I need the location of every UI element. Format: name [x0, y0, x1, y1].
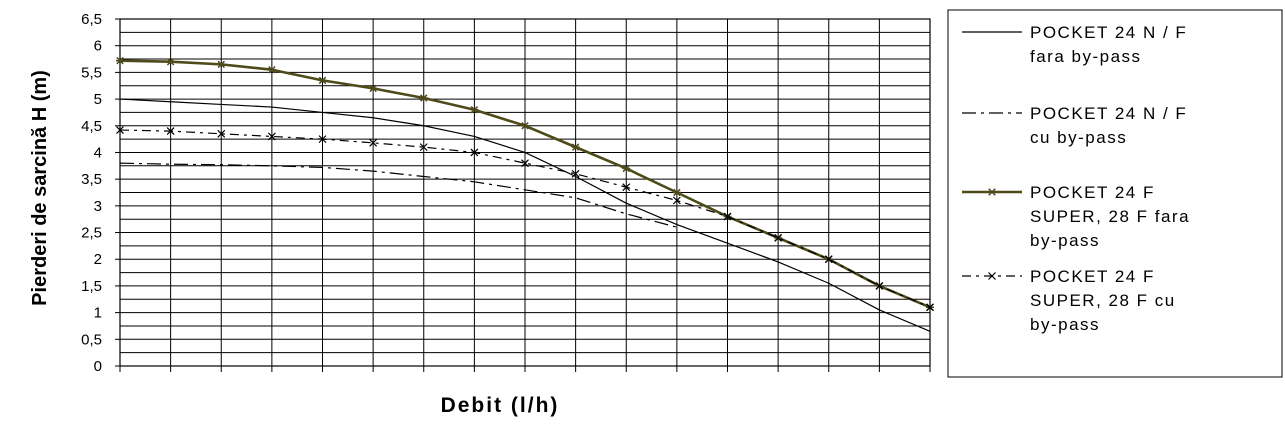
- data-point-marker: [470, 106, 479, 114]
- series-group: [116, 56, 934, 332]
- legend-box: [947, 9, 1283, 378]
- y-tick-label: 2: [94, 251, 102, 268]
- y-tick-label: 6,5: [81, 11, 102, 28]
- x-axis-label: Debit (l/h): [441, 394, 560, 417]
- data-point-marker: [318, 76, 327, 85]
- data-point-marker: [875, 281, 884, 290]
- grid: [119, 18, 931, 372]
- legend-label: SUPER, 28 F fara: [1030, 207, 1190, 226]
- data-point-marker: [116, 56, 124, 65]
- legend-label: POCKET 24 F: [1030, 267, 1155, 286]
- y-axis-label: Pierderi de sarcină H (m): [29, 70, 51, 306]
- y-tick-label: 0: [94, 358, 102, 375]
- legend-label: cu by-pass: [1030, 128, 1127, 147]
- y-tick-label: 3,5: [81, 171, 102, 188]
- data-point-marker: [420, 94, 428, 102]
- data-point-marker: [824, 255, 833, 264]
- data-point-marker: [217, 60, 225, 69]
- data-point-marker: [571, 169, 580, 178]
- y-tick-label: 1,5: [81, 278, 102, 295]
- y-tick-label: 0,5: [81, 331, 102, 348]
- legend-label: POCKET 24 F: [1030, 183, 1155, 202]
- y-tick-label: 1: [94, 305, 102, 322]
- legend-label: POCKET 24 N / F: [1030, 23, 1187, 42]
- data-point-marker: [622, 183, 631, 192]
- data-point-marker: [166, 127, 175, 136]
- legend-label: POCKET 24 N / F: [1030, 104, 1187, 123]
- series-1: [119, 98, 931, 332]
- series-line: [119, 162, 678, 228]
- data-point-marker: [369, 84, 377, 93]
- y-tick-label: 2,5: [81, 225, 102, 242]
- y-tick-label: 4: [94, 144, 102, 161]
- series-line: [119, 98, 931, 332]
- series-line: [119, 129, 931, 308]
- data-point-marker: [268, 65, 276, 74]
- data-point-marker: [672, 196, 681, 205]
- data-point-marker: [470, 148, 479, 157]
- data-point-marker: [571, 143, 580, 151]
- legend-label: by-pass: [1030, 231, 1100, 250]
- data-point-marker: [774, 233, 783, 242]
- series-2: [119, 162, 678, 228]
- data-point-marker: [521, 159, 529, 168]
- data-point-marker: [166, 57, 175, 66]
- data-point-marker: [521, 122, 529, 130]
- legend-label: fara by-pass: [1030, 47, 1142, 66]
- data-point-marker: [622, 164, 630, 173]
- data-point-marker: [988, 272, 996, 280]
- data-point-marker: [673, 188, 681, 197]
- legend-label: by-pass: [1030, 315, 1100, 334]
- y-tick-label: 5: [94, 91, 102, 108]
- y-tick-label: 5,5: [81, 64, 102, 81]
- data-point-marker: [723, 212, 732, 221]
- data-point-marker: [217, 129, 226, 138]
- data-point-marker: [116, 126, 124, 134]
- series-4: [116, 126, 934, 312]
- legend: POCKET 24 N / F fara by-pass POCKET 24 N /…: [947, 9, 1283, 378]
- data-point-marker: [926, 303, 934, 312]
- data-point-marker: [267, 132, 276, 141]
- legend-label: SUPER, 28 F cu: [1030, 291, 1176, 310]
- data-point-marker: [988, 188, 996, 196]
- y-tick-label: 3: [94, 198, 102, 215]
- data-point-marker: [419, 143, 428, 152]
- data-point-marker: [369, 138, 378, 147]
- y-tick-label: 4,5: [81, 118, 102, 135]
- data-point-marker: [318, 135, 327, 144]
- y-axis-ticks: 0 0,5 1 1,5 2 2,5 3 3,5 4 4,5 5 5,5 6 6,5: [81, 11, 120, 375]
- y-tick-label: 6: [94, 38, 102, 55]
